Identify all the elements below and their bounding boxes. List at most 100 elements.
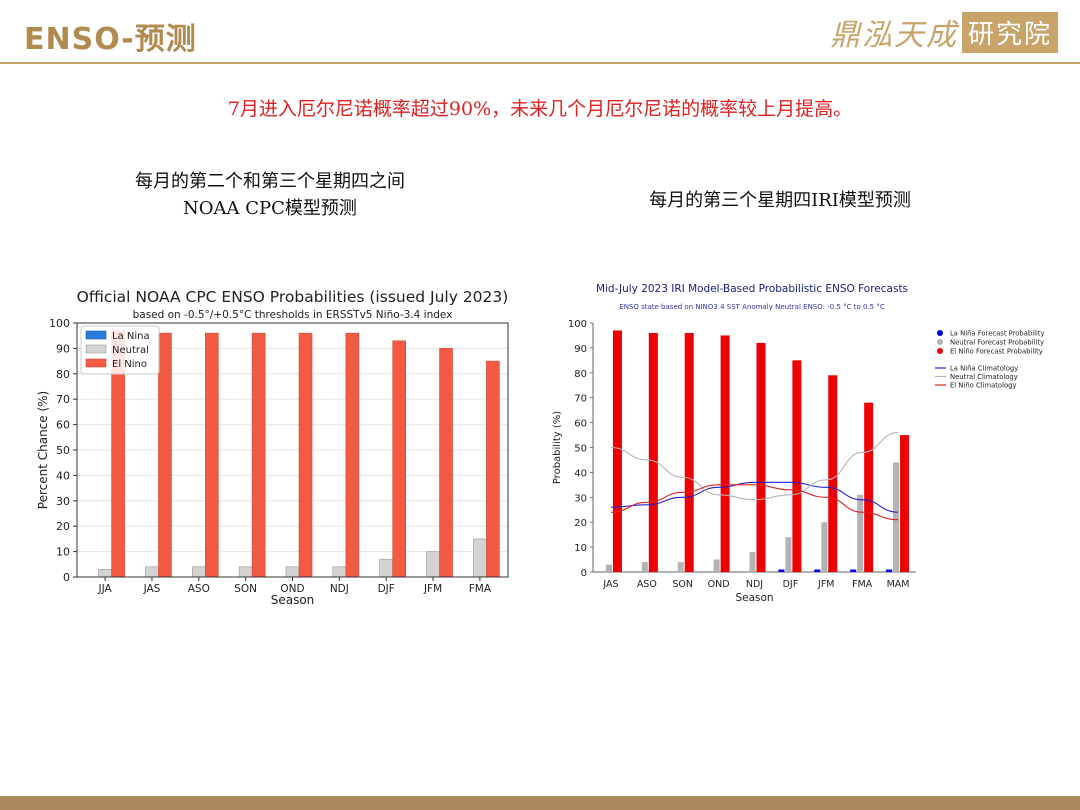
bar-neutral	[677, 562, 684, 572]
bar-neutral	[145, 566, 159, 578]
bar-el-nino	[205, 332, 219, 578]
bar-el-nino	[345, 332, 360, 578]
bar-neutral	[285, 566, 300, 578]
legend-label: La Nina	[112, 331, 150, 342]
y-tick-label: 100	[568, 319, 587, 330]
legend-swatch	[85, 330, 107, 340]
bar-la-nina	[814, 569, 821, 572]
bar-el-nino	[612, 330, 622, 572]
x-axis-label: Season	[735, 592, 773, 604]
y-axis-label: Percent Chance (%)	[36, 391, 50, 509]
bar-neutral	[473, 538, 487, 578]
bar-el-nino	[684, 332, 694, 572]
footer-bar	[0, 796, 1080, 810]
legend-swatch	[85, 344, 107, 354]
bar-el-nino	[392, 340, 406, 578]
bar-neutral	[192, 566, 206, 578]
caption-left: 每月的第二个和第三个星期四之间 NOAA CPC模型预测	[60, 168, 480, 222]
x-tick-label: JJA	[98, 583, 113, 595]
y-tick-label: 80	[56, 368, 70, 381]
y-tick-label: 20	[574, 518, 587, 529]
bar-el-nino	[298, 332, 313, 578]
chart-title: Mid-July 2023 IRI Model-Based Probabilis…	[596, 283, 908, 295]
caption-left-line1: 每月的第二个和第三个星期四之间	[135, 171, 405, 192]
x-tick-label: ASO	[637, 579, 657, 590]
bar-neutral	[785, 537, 792, 572]
x-tick-label: JFM	[817, 579, 834, 590]
climatology-line	[610, 484, 899, 521]
bar-el-nino	[251, 332, 266, 578]
bar-neutral	[821, 522, 828, 572]
y-tick-label: 0	[581, 568, 587, 579]
bar-neutral	[857, 494, 864, 572]
bar-el-nino	[828, 375, 838, 572]
climatology-line	[610, 432, 899, 501]
headline: 7月进入厄尔尼诺概率超过90%，未来几个月厄尔尼诺的概率较上月提高。	[227, 98, 853, 120]
y-tick-label: 50	[574, 444, 587, 455]
x-tick-label: FMA	[469, 583, 492, 595]
y-tick-label: 60	[56, 419, 70, 432]
brand-logo: 鼎泓天成 研究院	[829, 11, 1058, 53]
x-tick-label: JAS	[143, 583, 161, 595]
x-tick-label: MAM	[887, 579, 910, 590]
y-tick-label: 100	[49, 317, 70, 330]
y-tick-label: 70	[574, 394, 587, 405]
bar-neutral	[426, 551, 440, 578]
bar-neutral	[893, 462, 900, 572]
x-tick-label: DJF	[783, 579, 799, 590]
x-tick-label: ASO	[188, 583, 210, 595]
bar-neutral	[379, 558, 393, 578]
y-tick-label: 70	[56, 393, 70, 406]
bar-neutral	[749, 552, 756, 572]
y-tick-label: 40	[56, 469, 70, 482]
bar-el-nino	[439, 348, 453, 578]
climatology-line	[610, 481, 899, 513]
bar-el-nino	[864, 402, 874, 572]
legend-label: Neutral	[112, 345, 149, 356]
legend: La Nina Neutral El Nino	[80, 325, 160, 375]
y-tick-label: 90	[574, 344, 587, 355]
x-tick-label: NDJ	[746, 579, 763, 590]
bar-el-nino	[900, 435, 910, 572]
x-tick-label: JAS	[602, 579, 618, 590]
bar-el-nino	[720, 335, 730, 572]
x-tick-label: DJF	[378, 583, 395, 595]
bar-la-nina	[886, 569, 893, 572]
bar-neutral	[238, 566, 253, 578]
brand-name: 鼎泓天成	[829, 18, 958, 53]
x-tick-label: NDJ	[330, 583, 349, 595]
plot-frame	[76, 322, 509, 578]
y-tick-label: 50	[56, 444, 70, 457]
iri-model-chart: Mid-July 2023 IRI Model-Based Probabilis…	[552, 283, 1045, 604]
legend-label: El Nino	[112, 359, 147, 370]
bar-el-nino	[792, 360, 802, 572]
bar-neutral	[98, 569, 112, 578]
legend-label: Neutral Forecast Probability	[950, 339, 1044, 347]
y-tick-label: 0	[63, 571, 70, 584]
bar-el-nino	[158, 332, 172, 578]
bar-neutral	[605, 564, 612, 572]
x-tick-label: FMA	[852, 579, 873, 590]
legend-label: La Niña Climatology	[950, 365, 1018, 373]
y-tick-label: 80	[574, 369, 587, 380]
x-axis-label: Season	[271, 593, 315, 607]
x-tick-label: SON	[672, 579, 693, 590]
legend-swatch	[85, 358, 107, 368]
y-axis-label: Probability (%)	[552, 411, 563, 484]
chart-subtitle: ENSO state based on NINO3.4 SST Anomaly …	[619, 303, 885, 311]
y-tick-label: 40	[574, 468, 587, 479]
bar-la-nina	[850, 569, 857, 572]
y-tick-label: 30	[56, 495, 70, 508]
legend-marker	[937, 348, 943, 354]
y-tick-label: 10	[56, 546, 70, 559]
bar-neutral	[713, 559, 720, 572]
y-tick-label: 90	[56, 342, 70, 355]
caption-left-line2: NOAA CPC模型预测	[183, 198, 357, 219]
legend-label: Neutral Climatology	[950, 373, 1018, 381]
bar-el-nino	[756, 342, 766, 572]
chart-subtitle: based on -0.5°/+0.5°C thresholds in ERSS…	[133, 309, 453, 321]
y-tick-label: 30	[574, 493, 587, 504]
bar-neutral	[332, 566, 347, 578]
caption-right: 每月的第三个星期四IRI模型预测	[649, 190, 911, 211]
bar-neutral	[641, 562, 648, 572]
